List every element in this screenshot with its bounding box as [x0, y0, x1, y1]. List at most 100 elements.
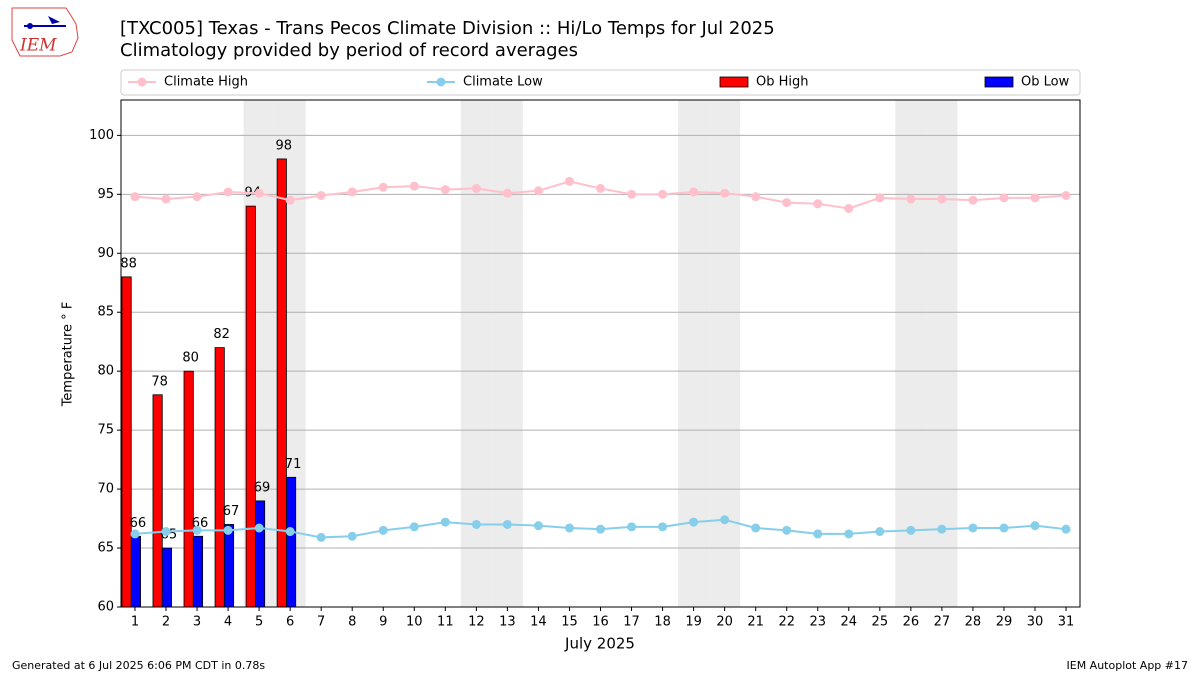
point: [968, 523, 978, 533]
bar: [161, 547, 172, 608]
x-tick-label: 15: [561, 615, 578, 630]
bar: [183, 370, 194, 608]
footer-right: IEM Autoplot App #17: [1067, 659, 1189, 672]
x-tick-label: 1: [131, 615, 139, 630]
y-tick-label: 65: [97, 541, 114, 556]
x-tick-label: 26: [903, 615, 920, 630]
y-tick-label: 60: [97, 600, 114, 615]
weekend-shade: [709, 100, 741, 607]
point: [471, 519, 481, 529]
point: [440, 517, 450, 527]
chart-subtitle: Climatology provided by period of record…: [120, 40, 578, 61]
y-tick-label: 70: [97, 482, 114, 497]
legend-label: Ob High: [756, 75, 809, 90]
legend-label: Climate High: [164, 75, 248, 90]
x-tick-label: 25: [872, 615, 889, 630]
point: [130, 529, 140, 539]
point: [999, 193, 1009, 203]
bar: [130, 535, 141, 608]
point: [658, 189, 668, 199]
point: [782, 198, 792, 208]
point: [1061, 191, 1071, 201]
y-tick-label: 100: [89, 128, 114, 143]
x-axis-label: July 2025: [564, 635, 635, 653]
x-tick-label: 2: [162, 615, 170, 630]
point: [627, 522, 637, 532]
point: [844, 203, 854, 213]
x-tick-label: 22: [778, 615, 795, 630]
x-tick-label: 5: [255, 615, 263, 630]
point: [875, 527, 885, 537]
point: [564, 176, 574, 186]
data-label: 69: [254, 480, 271, 495]
x-tick-label: 29: [996, 615, 1013, 630]
point: [285, 527, 295, 537]
point: [161, 194, 171, 204]
y-tick-label: 85: [97, 305, 114, 320]
bar: [223, 524, 235, 608]
point: [906, 194, 916, 204]
x-tick-label: 10: [406, 615, 423, 630]
y-tick-label: 80: [97, 364, 114, 379]
x-tick-label: 27: [934, 615, 951, 630]
legend-swatch: [719, 76, 749, 88]
point: [130, 192, 140, 202]
data-label: 88: [120, 256, 137, 271]
point: [533, 521, 543, 531]
point: [813, 199, 823, 209]
x-tick-label: 4: [224, 615, 232, 630]
x-tick-label: 7: [317, 615, 325, 630]
point: [347, 187, 357, 197]
weekend-shade: [895, 100, 927, 607]
x-tick-label: 24: [841, 615, 858, 630]
weekend-shade: [491, 100, 523, 607]
plot-frame: [120, 99, 1081, 608]
point: [223, 525, 233, 535]
data-label: 71: [285, 457, 302, 472]
point: [471, 183, 481, 193]
data-label: 67: [223, 504, 240, 519]
point: [596, 183, 605, 193]
legend-marker: [436, 77, 446, 87]
legend-label: Ob Low: [1021, 75, 1070, 90]
point: [689, 517, 699, 527]
point: [533, 186, 543, 196]
x-tick-label: 9: [379, 615, 387, 630]
x-tick-label: 28: [965, 615, 982, 630]
x-tick-label: 20: [716, 615, 733, 630]
x-tick-label: 14: [530, 615, 547, 630]
legend-marker: [137, 77, 147, 87]
point: [906, 525, 916, 535]
x-tick-label: 3: [193, 615, 201, 630]
y-tick-label: 90: [97, 246, 114, 261]
point: [968, 195, 978, 205]
point: [720, 188, 730, 198]
point: [409, 181, 419, 191]
point: [782, 525, 792, 535]
point: [502, 188, 512, 198]
point: [254, 523, 264, 533]
bar: [286, 476, 297, 608]
data-label: 80: [182, 351, 199, 366]
point: [627, 189, 637, 199]
bar: [214, 347, 225, 608]
point: [285, 195, 295, 205]
point: [192, 192, 202, 202]
weekend-shade: [678, 100, 710, 607]
point: [937, 194, 947, 204]
legend-label: Climate Low: [463, 75, 543, 90]
point: [596, 524, 605, 534]
point: [316, 532, 326, 542]
point: [1030, 521, 1040, 531]
x-tick-label: 13: [499, 615, 516, 630]
y-tick-label: 95: [97, 187, 114, 202]
point: [689, 187, 699, 197]
point: [347, 531, 357, 541]
point: [409, 522, 419, 532]
logo-text: IEM: [19, 36, 57, 56]
data-label: 82: [213, 327, 230, 342]
weekend-shade: [460, 100, 492, 607]
point: [316, 191, 326, 201]
x-tick-label: 11: [437, 615, 454, 630]
point: [1061, 524, 1071, 534]
